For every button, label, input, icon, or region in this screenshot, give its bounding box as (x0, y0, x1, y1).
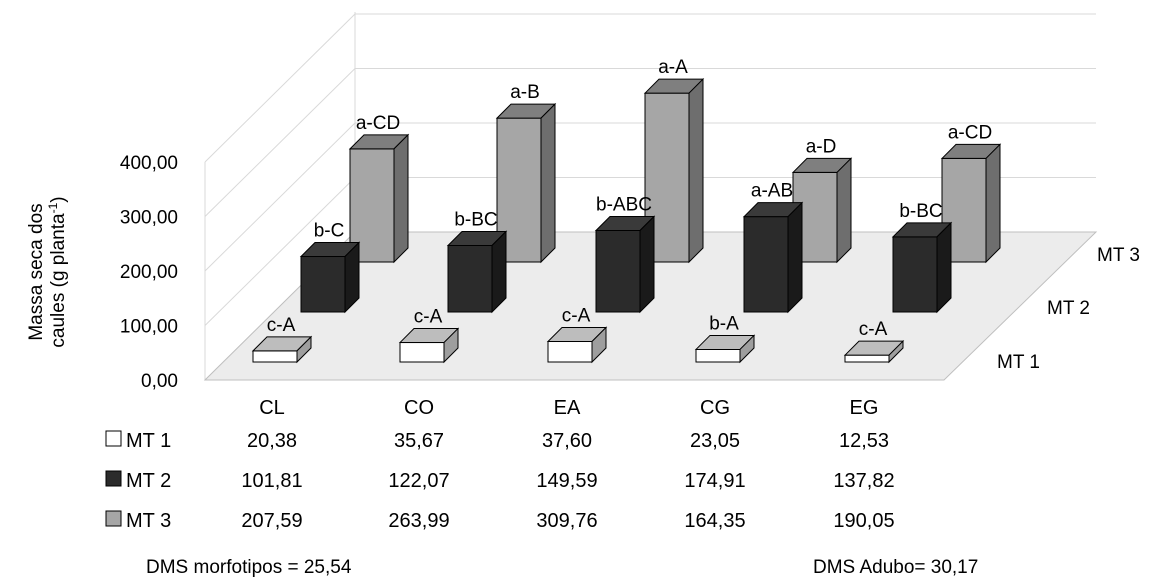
significance-label: a-CD (356, 113, 400, 134)
bar-side-face (540, 102, 556, 264)
depth-series-label: MT 2 (1047, 298, 1090, 319)
bar-front-face (547, 341, 593, 363)
bar-side-face (591, 326, 607, 364)
category-label: CO (404, 397, 434, 419)
gridline-side (204, 177, 356, 326)
significance-label: b-A (709, 313, 739, 334)
table-cell-value: 23,05 (690, 430, 740, 452)
bar (891, 221, 953, 314)
gridline-side (204, 68, 356, 217)
significance-label: c-A (562, 306, 591, 327)
bar-front-face (595, 229, 641, 313)
table-cell-value: 174,91 (684, 470, 745, 492)
bar-side-face (936, 221, 952, 314)
significance-label: a-CD (948, 122, 992, 143)
table-cell-value: 207,59 (241, 510, 302, 532)
bar-front-face (892, 236, 938, 313)
y-tick-label: 400,00 (120, 153, 178, 174)
dms-adubo-note: DMS Adubo= 30,17 (813, 557, 978, 578)
significance-label: b-BC (899, 201, 942, 222)
legend-series-name: MT 2 (126, 470, 171, 492)
bar (694, 334, 756, 364)
bar (546, 326, 608, 364)
table-cell-value: 12,53 (839, 430, 889, 452)
category-label: EA (554, 397, 581, 419)
bar-side-face (836, 157, 852, 264)
depth-series-label: MT 3 (1097, 245, 1140, 266)
bar-side-face (688, 77, 704, 264)
bar-side-face (393, 133, 409, 264)
table-cell-value: 149,59 (536, 470, 597, 492)
bar-side-face (985, 143, 1001, 264)
bar-side-face (739, 334, 755, 364)
bar (742, 201, 804, 314)
y-tick-label: 200,00 (120, 262, 178, 283)
y-tick-label: 300,00 (120, 208, 178, 229)
table-cell-value: 137,82 (833, 470, 894, 492)
legend-series-name: MT 3 (126, 510, 171, 532)
significance-label: c-A (414, 307, 443, 328)
bar (594, 215, 656, 314)
significance-label: a-A (658, 57, 688, 78)
table-cell-value: 122,07 (388, 470, 449, 492)
table-cell-value: 20,38 (247, 430, 297, 452)
bar-side-face (888, 339, 904, 364)
legend-swatch (105, 510, 122, 527)
bar-side-face (344, 241, 360, 314)
bar-front-face (695, 348, 741, 363)
y-tick-label: 100,00 (120, 317, 178, 338)
table-cell-value: 190,05 (833, 510, 894, 532)
bar (251, 335, 313, 364)
bar-side-face (491, 230, 507, 314)
category-label: CL (259, 397, 285, 419)
table-cell-value: 263,99 (388, 510, 449, 532)
legend-swatch (105, 430, 122, 447)
table-cell-value: 309,76 (536, 510, 597, 532)
significance-label: a-B (510, 82, 540, 103)
significance-label: b-ABC (596, 194, 652, 215)
bar (446, 230, 508, 314)
significance-label: c-A (267, 315, 296, 336)
table-cell-value: 101,81 (241, 470, 302, 492)
significance-label: b-C (314, 221, 345, 242)
significance-label: a-D (806, 136, 837, 157)
bars (251, 77, 1002, 364)
bar (843, 339, 905, 364)
significance-label: a-AB (751, 181, 793, 202)
gridline-side (204, 122, 356, 272)
category-label: EG (850, 397, 879, 419)
legend-swatch (105, 470, 122, 487)
significance-label: b-BC (454, 209, 497, 230)
bar (299, 241, 361, 314)
dms-morfotipos-note: DMS morfotipos = 25,54 (146, 557, 352, 578)
y-axis-label: Massa seca doscaules (g planta-1) (26, 196, 69, 347)
bar-front-face (447, 244, 493, 313)
category-label: CG (700, 397, 730, 419)
bar-front-face (252, 350, 298, 363)
bar (495, 102, 557, 264)
bar (398, 327, 460, 364)
table-cell-value: 35,67 (394, 430, 444, 452)
bar-side-face (443, 327, 459, 364)
bar-side-face (787, 201, 803, 314)
bar-side-face (639, 215, 655, 314)
labels: 0,00 100,00 200,00 300,00 400,00 Massa seca d… (26, 57, 1140, 392)
bar-front-face (300, 256, 346, 313)
bar-front-face (844, 354, 890, 363)
significance-label: c-A (859, 319, 888, 340)
table-cell-value: 37,60 (542, 430, 592, 452)
table-cell-value: 164,35 (684, 510, 745, 532)
bar-front-face (399, 342, 445, 363)
data-table: CL CO EA CG EG MT 1 20,38 35,67 37,60 23,05 12,53 M… (105, 397, 978, 578)
depth-series-label: MT 1 (997, 352, 1040, 373)
bar-front-face (743, 216, 789, 313)
gridline-side (204, 13, 356, 163)
legend-series-name: MT 1 (126, 430, 171, 452)
y-tick-label: 0,00 (141, 371, 178, 392)
bar-side-face (296, 335, 312, 364)
